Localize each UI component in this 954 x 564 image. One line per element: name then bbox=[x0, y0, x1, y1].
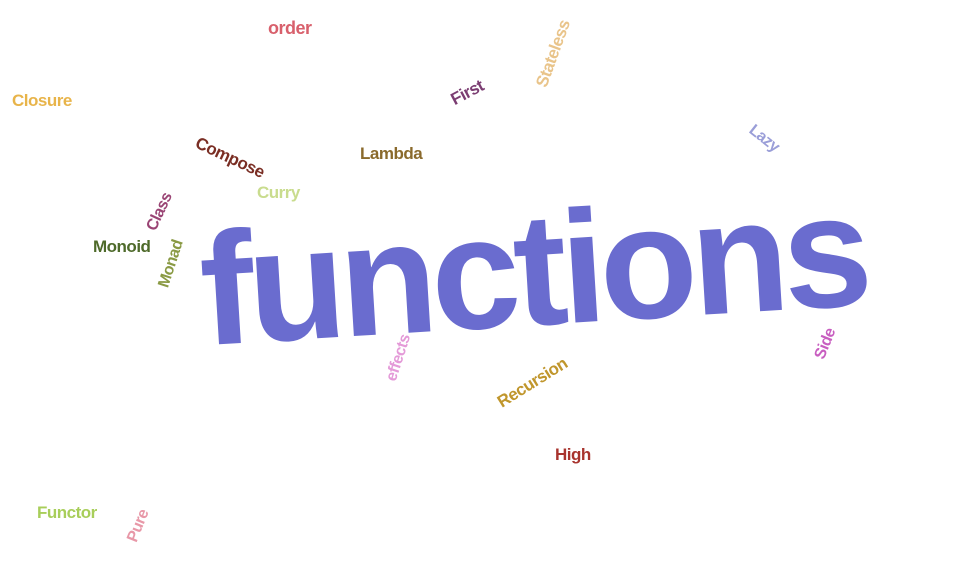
word-monoid: Monoid bbox=[93, 237, 151, 256]
word-class: Class bbox=[143, 189, 176, 234]
word-compose: Compose bbox=[192, 133, 268, 182]
word-first: First bbox=[447, 76, 487, 109]
word-functor: Functor bbox=[37, 503, 97, 522]
word-curry: Curry bbox=[257, 183, 300, 202]
word-stateless: Stateless bbox=[532, 17, 575, 90]
word-closure: Closure bbox=[12, 91, 72, 110]
word-lambda: Lambda bbox=[360, 144, 423, 163]
word-high: High bbox=[555, 445, 591, 464]
word-lazy: Lazy bbox=[745, 121, 783, 156]
word-monad: Monad bbox=[155, 237, 187, 290]
word-order: order bbox=[268, 18, 312, 38]
word-pure: Pure bbox=[124, 507, 153, 545]
word-recursion: Recursion bbox=[493, 353, 571, 412]
